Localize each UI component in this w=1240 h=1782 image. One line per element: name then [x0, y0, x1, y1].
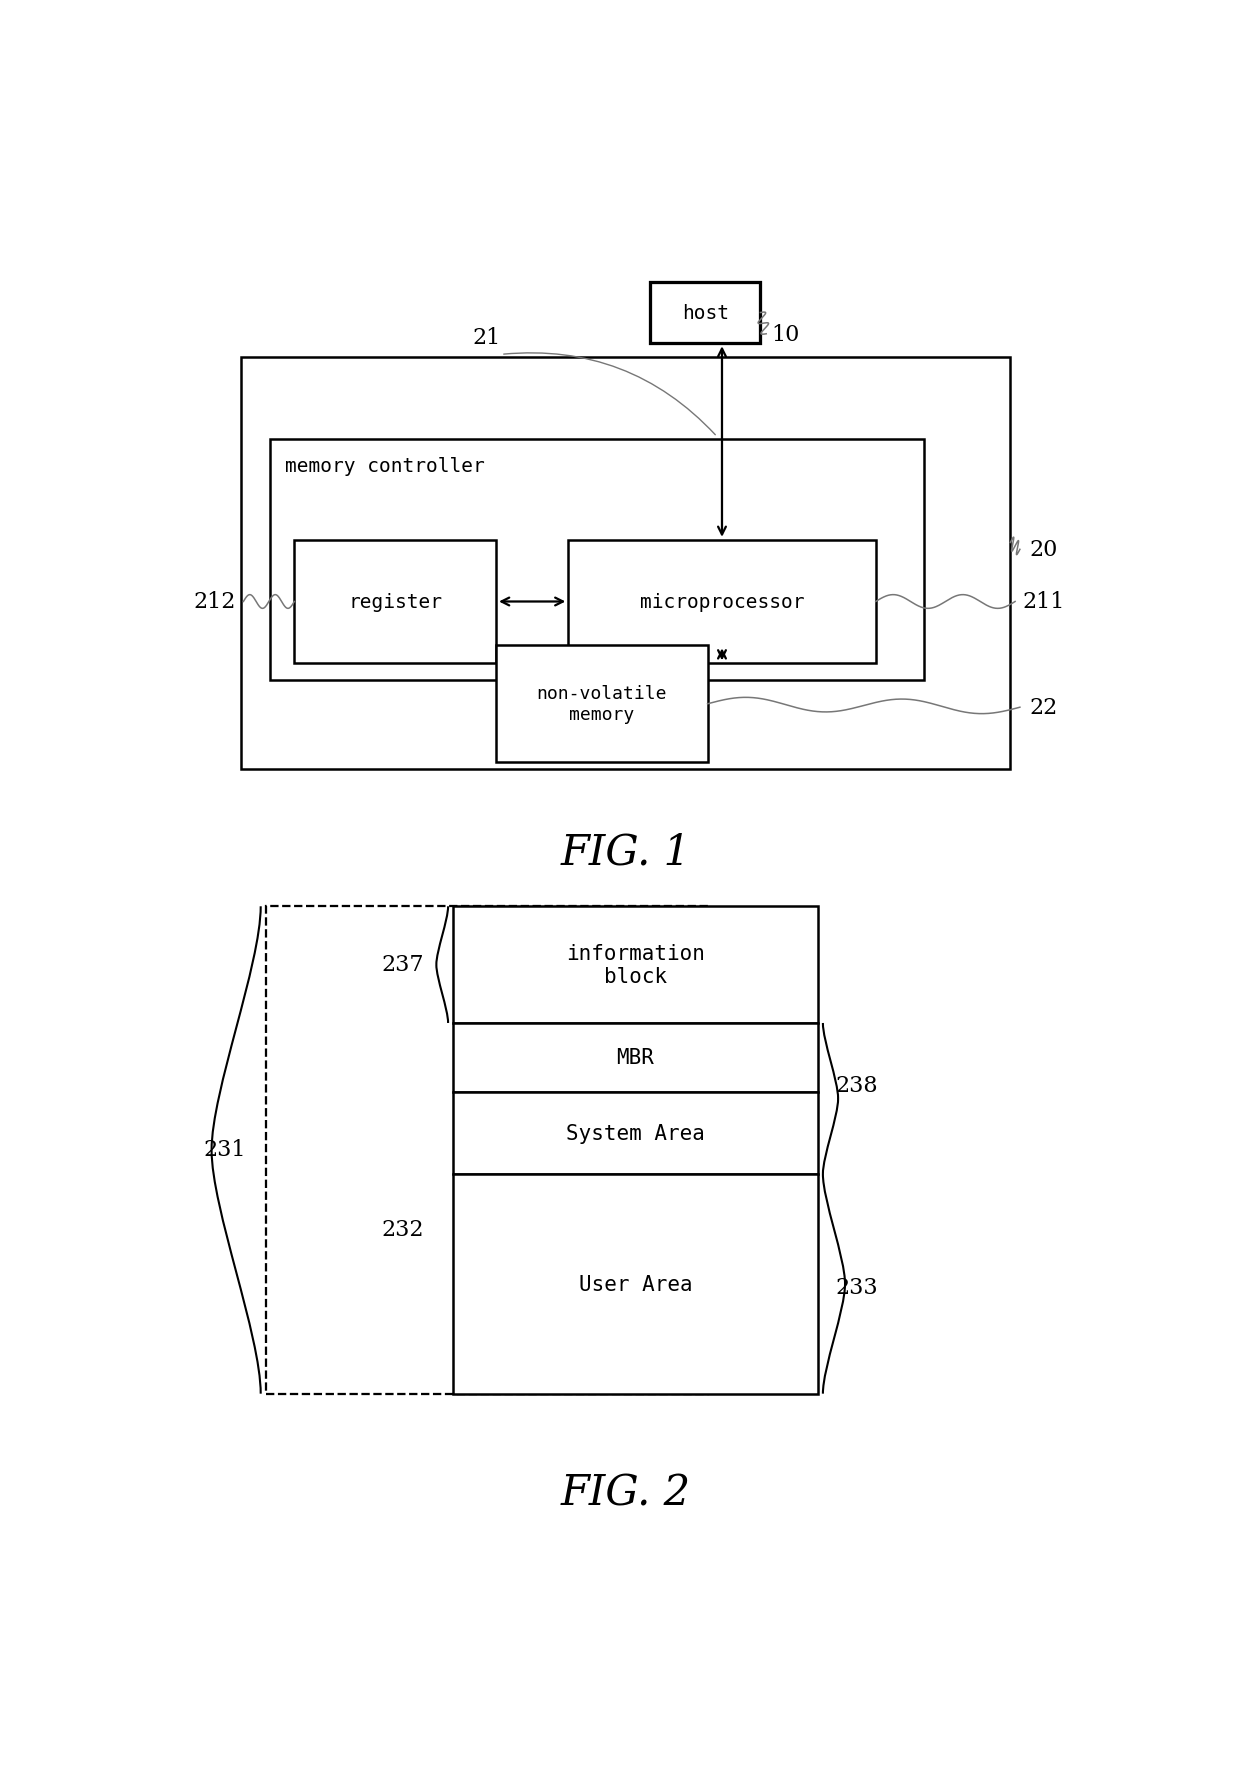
- Text: 21: 21: [472, 326, 501, 347]
- Text: 20: 20: [1029, 538, 1058, 561]
- Text: FIG. 1: FIG. 1: [560, 830, 691, 873]
- Bar: [453, 1174, 818, 1394]
- Text: host: host: [682, 303, 729, 323]
- Bar: [453, 1092, 818, 1174]
- Bar: [242, 358, 1011, 770]
- Text: 231: 231: [203, 1139, 246, 1160]
- Bar: [568, 540, 875, 665]
- Text: information
block: information block: [567, 943, 704, 987]
- Text: 233: 233: [836, 1276, 878, 1297]
- Text: FIG. 2: FIG. 2: [560, 1472, 691, 1513]
- Text: System Area: System Area: [567, 1123, 704, 1144]
- Bar: [270, 440, 924, 681]
- Text: 10: 10: [771, 324, 800, 346]
- Text: register: register: [348, 593, 443, 611]
- Bar: [453, 1023, 818, 1092]
- Text: MBR: MBR: [616, 1048, 655, 1067]
- Text: 22: 22: [1029, 697, 1058, 718]
- Text: 238: 238: [836, 1075, 878, 1096]
- Bar: [453, 907, 818, 1023]
- Bar: [265, 907, 708, 1394]
- Text: microprocessor: microprocessor: [640, 593, 805, 611]
- Bar: [650, 282, 760, 344]
- Text: non-volatile
memory: non-volatile memory: [537, 684, 667, 723]
- Text: 212: 212: [193, 592, 236, 613]
- Text: 232: 232: [382, 1219, 424, 1240]
- Text: memory controller: memory controller: [285, 456, 485, 476]
- Bar: [294, 540, 496, 665]
- Text: 211: 211: [1023, 592, 1065, 613]
- Text: 237: 237: [382, 953, 424, 975]
- Text: User Area: User Area: [579, 1274, 692, 1294]
- Bar: [496, 647, 708, 763]
